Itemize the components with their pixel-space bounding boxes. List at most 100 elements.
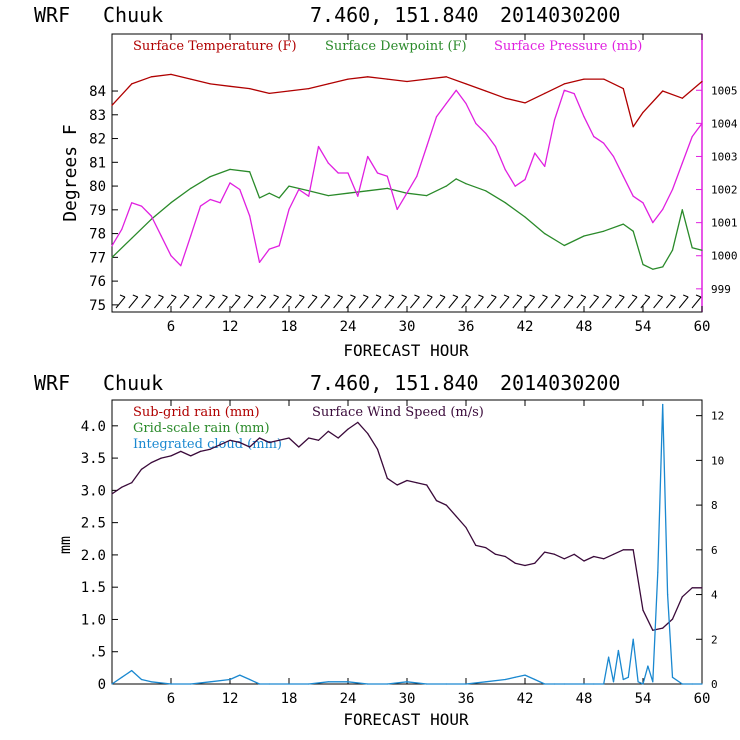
panel1-y2tick-label: 1001 [711, 217, 738, 230]
panel1-point-surface-dewpoint-f [278, 197, 280, 199]
panel1-point-surface-dewpoint-f [652, 268, 654, 270]
panel1-point-surface-pressure-mb [268, 248, 270, 250]
wind-barb [307, 296, 318, 309]
wind-barb-flag [670, 294, 676, 298]
panel1-point-surface-dewpoint-f [681, 209, 683, 211]
wind-barb-flag [235, 294, 241, 298]
panel1-point-surface-pressure-mb [278, 245, 280, 247]
panel2-point-surface-wind-speed-m-s [298, 446, 300, 448]
panel1-point-surface-dewpoint-f [426, 195, 428, 197]
panel1-point-surface-dewpoint-f [111, 256, 113, 258]
panel2-point-surface-wind-speed-m-s [278, 439, 280, 441]
panel1-point-surface-dewpoint-f [524, 216, 526, 218]
panel1-point-surface-dewpoint-f [485, 190, 487, 192]
panel2-point-integrated-cloud-mm [406, 681, 408, 683]
panel2-point-surface-wind-speed-m-s [642, 609, 644, 611]
panel1-point-surface-pressure-mb [150, 215, 152, 217]
panel1-point-surface-dewpoint-f [563, 244, 565, 247]
wind-barb [653, 296, 663, 309]
panel2-ytick-label: 3.5 [81, 451, 106, 467]
panel2-point-integrated-cloud-mm [229, 678, 231, 681]
panel2-xtick-label: 30 [399, 691, 416, 707]
wind-barb-flag [196, 294, 202, 298]
panel1-point-surface-pressure-mb [111, 245, 113, 247]
wind-barb [614, 296, 625, 309]
panel2-point-surface-wind-speed-m-s [524, 564, 526, 567]
wind-barb-flag [350, 294, 356, 298]
panel1-point-surface-pressure-mb [337, 172, 339, 174]
panel1-date: 2014030200 [500, 3, 620, 27]
wind-barb [499, 296, 510, 309]
wind-barb [333, 296, 343, 309]
panel2-point-surface-wind-speed-m-s [347, 428, 349, 430]
wind-barb [358, 296, 369, 309]
panel2-point-surface-wind-speed-m-s [603, 558, 605, 560]
wind-barb [525, 296, 535, 309]
wind-barb [640, 296, 651, 309]
panel2-point-integrated-cloud-mm [386, 683, 388, 685]
panel2-point-surface-wind-speed-m-s [593, 555, 595, 558]
wind-barb-flag [132, 294, 138, 298]
panel1-point-surface-temperature-f [170, 73, 172, 75]
panel2-ytick-label: 1.5 [81, 580, 106, 596]
panel1-point-surface-dewpoint-f [603, 230, 605, 232]
wind-barb [256, 296, 267, 309]
panel1-point-surface-pressure-mb [367, 155, 369, 158]
panel2-point-surface-wind-speed-m-s [573, 553, 575, 555]
panel2-xtick-label: 60 [694, 691, 711, 707]
panel2-point-surface-wind-speed-m-s [534, 562, 536, 564]
panel1-y2tick-label: 1000 [711, 250, 738, 263]
panel2-point-integrated-cloud-mm [701, 683, 703, 685]
panel1-point-surface-pressure-mb [229, 182, 231, 184]
wind-barb-flag [439, 294, 446, 298]
panel1-xtick-label: 36 [458, 319, 475, 335]
panel1-xtick-label: 6 [167, 319, 175, 335]
panel2-ylabel: mm [56, 536, 74, 554]
panel2-point-surface-wind-speed-m-s [445, 504, 447, 506]
wind-barb-flag [644, 294, 650, 298]
panel2-ytick-label: 3.0 [81, 483, 106, 499]
panel2-point-surface-wind-speed-m-s [180, 450, 182, 452]
panel1-point-surface-dewpoint-f [455, 178, 457, 180]
panel2-point-surface-wind-speed-m-s [357, 421, 359, 423]
panel1-point-surface-temperature-f [111, 104, 113, 106]
panel1-point-surface-pressure-mb [573, 93, 575, 95]
wind-barb [563, 296, 574, 309]
panel2-legend-wind-speed: Surface Wind Speed (m/s) [312, 405, 484, 420]
panel1-point-surface-dewpoint-f [544, 233, 546, 235]
panel2-xtick-label: 48 [576, 691, 593, 707]
panel1-point-surface-pressure-mb [701, 122, 703, 124]
panel2-point-integrated-cloud-mm [239, 674, 241, 676]
panel1-point-surface-pressure-mb [662, 208, 664, 210]
panel2-point-surface-wind-speed-m-s [367, 432, 369, 435]
panel2-point-surface-wind-speed-m-s [504, 555, 506, 558]
panel1-point-surface-temperature-f [308, 88, 310, 90]
panel1-point-surface-temperature-f [603, 78, 605, 80]
wind-barb-flag [273, 294, 279, 298]
panel1-point-surface-pressure-mb [376, 172, 379, 174]
panel1-point-surface-dewpoint-f [642, 263, 644, 266]
panel2-point-surface-wind-speed-m-s [435, 500, 438, 502]
panel1-coords: 7.460, 151.840 [310, 3, 479, 27]
wind-barb-flag [260, 294, 266, 298]
wind-barb [371, 296, 382, 309]
panel2-point-surface-wind-speed-m-s [622, 549, 624, 551]
panel1-point-surface-dewpoint-f [465, 183, 467, 185]
panel1-y2tick-label: 1005 [711, 84, 738, 97]
panel2-point-surface-wind-speed-m-s [308, 437, 310, 439]
panel2-point-integrated-cloud-mm [140, 678, 143, 681]
panel1-point-surface-temperature-f [131, 83, 133, 85]
panel1-point-surface-temperature-f [445, 76, 447, 78]
panel1-point-surface-pressure-mb [347, 172, 349, 174]
panel1-point-surface-temperature-f [426, 78, 428, 80]
panel2-point-surface-wind-speed-m-s [632, 549, 634, 551]
panel2-point-integrated-cloud-mm [617, 649, 620, 652]
panel1-point-surface-temperature-f [485, 90, 487, 92]
panel2-point-integrated-cloud-mm [681, 683, 683, 685]
panel2-point-surface-wind-speed-m-s [475, 544, 477, 547]
wind-barb [410, 296, 420, 309]
panel1-ytick-label: 82 [89, 132, 106, 148]
panel2-point-integrated-cloud-mm [662, 403, 664, 406]
panel2-point-integrated-cloud-mm [514, 676, 516, 678]
panel1-point-surface-dewpoint-f [632, 230, 634, 232]
